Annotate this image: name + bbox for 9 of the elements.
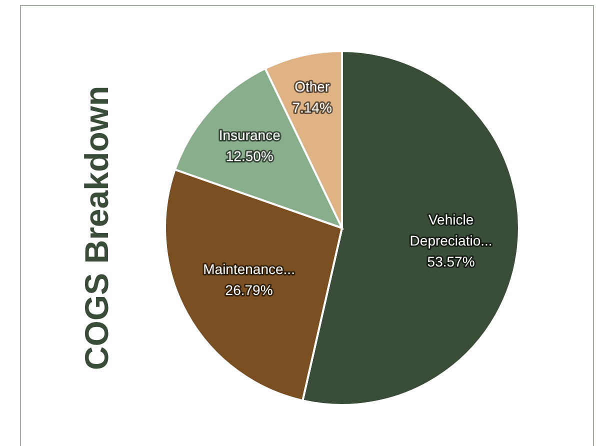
data-label: 26.79% — [225, 282, 273, 298]
slice-label: Other — [294, 78, 330, 94]
slice-label: Insurance — [218, 126, 281, 143]
text: COGS Breakdown — [78, 86, 115, 370]
data-label: 12.50% — [226, 148, 274, 164]
slice-label: Maintenance... — [203, 260, 295, 277]
data-label: 53.57% — [427, 253, 475, 270]
data-label: 7.14% — [292, 99, 332, 116]
slice-label: Vehicle Depreciatio... — [410, 211, 492, 248]
